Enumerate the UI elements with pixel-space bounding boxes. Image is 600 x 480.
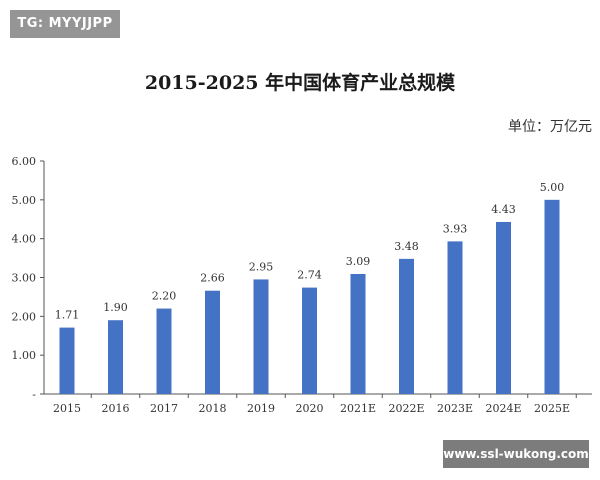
y-tick-label: 1.00 [12, 349, 37, 362]
x-tick-label: 2025E [534, 402, 570, 415]
bar-2015 [59, 327, 75, 394]
bar-2025E [544, 199, 560, 394]
bar-2019 [253, 279, 269, 394]
data-label: 2.66 [200, 272, 225, 285]
x-tick-label: 2019 [247, 402, 275, 415]
data-label: 2.74 [297, 269, 322, 282]
data-label: 5.00 [540, 181, 565, 194]
chart-title: 2015-2025 年中国体育产业总规模 [144, 72, 456, 94]
bar-2024E [496, 221, 511, 394]
data-label: 1.90 [103, 301, 128, 314]
x-tick-label: 2017 [150, 402, 178, 415]
data-label: 3.09 [346, 255, 371, 268]
x-tick-label: 2022E [388, 402, 424, 415]
y-tick-label: 2.00 [12, 310, 37, 323]
x-tick-label: 2024E [485, 402, 521, 415]
x-tick-label: 2018 [199, 402, 227, 415]
data-label: 1.71 [55, 309, 80, 322]
bar-2018 [205, 290, 220, 394]
x-tick-label: 2016 [102, 402, 130, 415]
y-tick-label: 4.00 [12, 233, 37, 246]
watermark-top-left: TG: MYYJJPP [10, 10, 120, 38]
data-label: 4.43 [491, 203, 516, 216]
watermark-bottom-right: www.ssl-wukong.com [443, 440, 589, 468]
data-label: 3.93 [443, 222, 468, 235]
bar-2023E [447, 241, 463, 394]
y-tick-label: 3.00 [12, 272, 37, 285]
y-tick-label: 6.00 [12, 155, 37, 168]
x-tick-label: 2015 [53, 402, 81, 415]
data-label: 3.48 [394, 240, 419, 253]
data-label: 2.95 [249, 260, 274, 273]
bar-2020 [302, 287, 317, 394]
data-label: 2.20 [152, 290, 177, 303]
bar-2016 [108, 320, 123, 394]
bar-2021E [350, 274, 366, 394]
unit-label: 单位：万亿元 [508, 119, 592, 135]
x-tick-label: 2023E [437, 402, 473, 415]
bar-2017 [156, 308, 172, 394]
y-tick-label: 5.00 [12, 194, 37, 207]
x-tick-label: 2020 [296, 402, 324, 415]
bar-2022E [399, 258, 414, 394]
y-tick-label: - [32, 388, 36, 401]
x-tick-label: 2021E [340, 402, 376, 415]
